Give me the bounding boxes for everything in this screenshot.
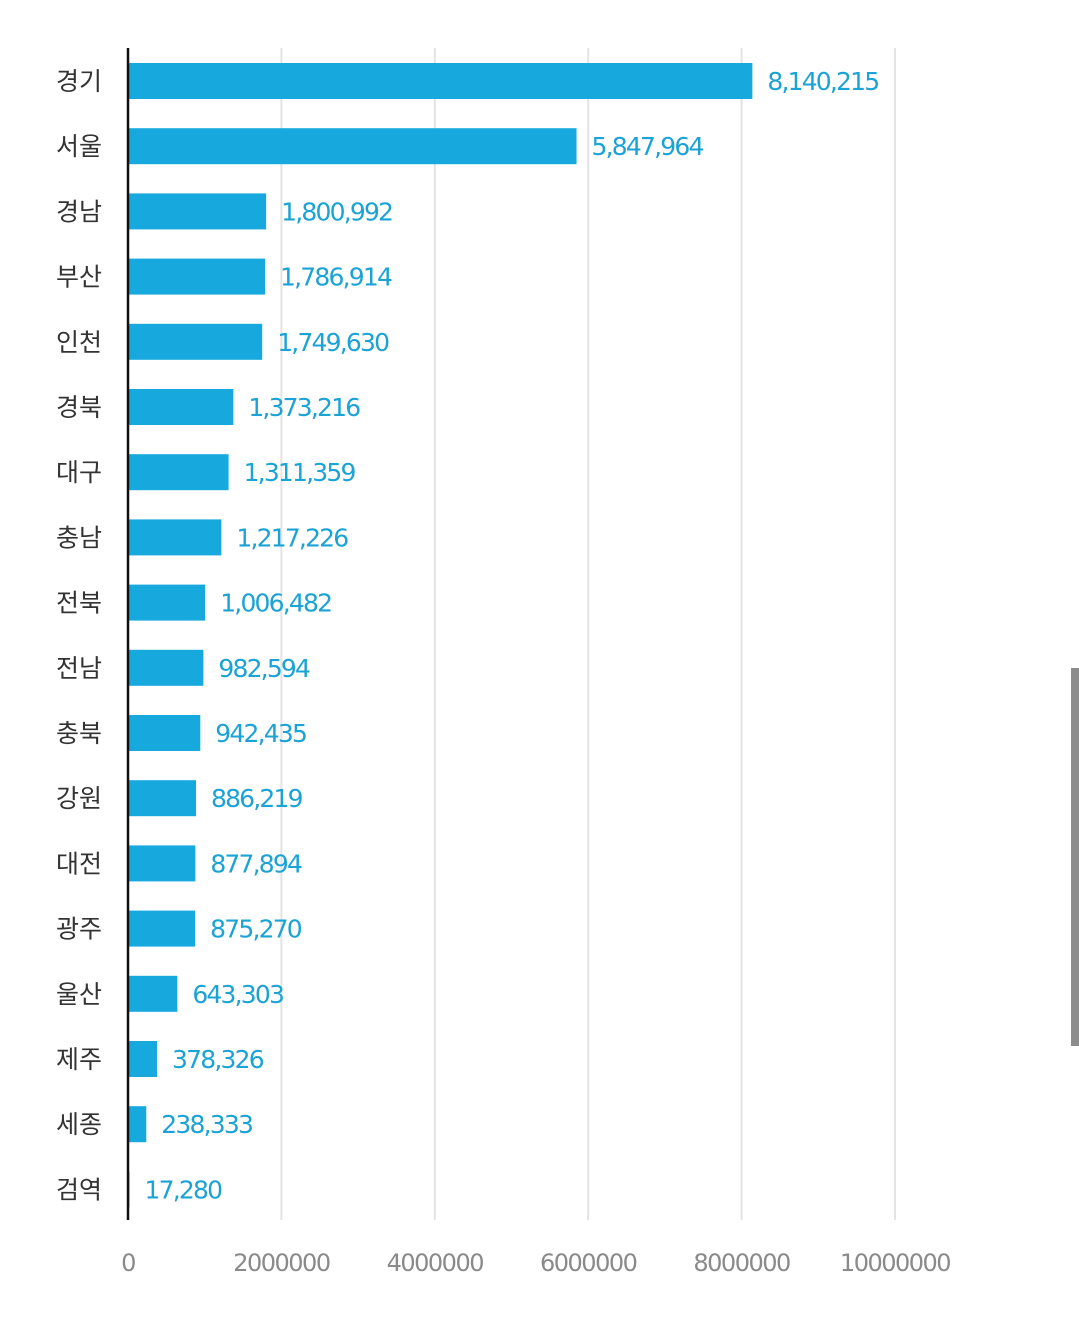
x-tick-label-4: 8000000 (693, 1249, 790, 1277)
bar-12 (128, 845, 196, 882)
category-label-2: 경남 (56, 197, 102, 226)
value-label-11: 886,219 (211, 784, 303, 813)
value-label-0: 8,140,215 (767, 67, 878, 96)
value-label-4: 1,749,630 (277, 328, 389, 357)
value-label-14: 643,303 (192, 980, 283, 1009)
x-axis-ticks: 0 2000000 4000000 6000000 8000000 10000000 (121, 1249, 952, 1277)
category-label-13: 광주 (56, 915, 102, 944)
bar-0 (128, 63, 753, 99)
bar-16 (128, 1106, 147, 1143)
category-label-16: 세종 (56, 1110, 102, 1139)
category-label-12: 대전 (56, 849, 102, 878)
category-label-0: 경기 (56, 67, 102, 96)
category-label-14: 울산 (56, 980, 102, 1009)
category-label-11: 강원 (56, 784, 102, 813)
bar-11 (128, 780, 196, 817)
category-label-15: 제주 (56, 1045, 102, 1074)
bar-3 (128, 258, 266, 295)
value-label-2: 1,800,992 (281, 197, 392, 226)
value-label-16: 238,333 (161, 1110, 252, 1139)
bar-15 (128, 1041, 158, 1077)
category-label-3: 부산 (56, 263, 102, 292)
bar-5 (128, 389, 234, 425)
labels: 경기 8,140,215 서울 5,847,964 경남 1,800,992 부산 1,786… (56, 67, 880, 1204)
category-label-5: 경북 (56, 393, 102, 422)
bar-14 (128, 975, 178, 1012)
value-label-13: 875,270 (210, 915, 302, 944)
bar-2 (128, 193, 267, 230)
category-label-9: 전남 (56, 654, 102, 683)
category-label-7: 충남 (56, 523, 102, 552)
value-label-9: 982,594 (218, 654, 310, 683)
value-label-3: 1,786,914 (280, 263, 392, 292)
category-label-4: 인천 (56, 328, 102, 357)
bars (128, 63, 753, 1208)
value-label-10: 942,435 (215, 719, 306, 748)
value-label-1: 5,847,964 (592, 132, 704, 161)
category-label-17: 검역 (56, 1175, 102, 1204)
value-label-7: 1,217,226 (236, 523, 348, 552)
value-label-12: 877,894 (210, 849, 302, 878)
x-tick-label-1: 2000000 (233, 1249, 330, 1277)
bar-6 (128, 454, 229, 491)
value-label-5: 1,373,216 (248, 393, 360, 422)
bar-1 (128, 128, 577, 165)
category-label-6: 대구 (56, 458, 102, 487)
bar-4 (128, 323, 263, 360)
bar-7 (128, 519, 222, 556)
bar-8 (128, 584, 206, 621)
category-label-10: 충북 (56, 719, 102, 748)
category-label-8: 전북 (56, 589, 102, 618)
x-tick-label-2: 4000000 (387, 1249, 484, 1277)
value-label-8: 1,006,482 (220, 589, 331, 618)
x-tick-label-0: 0 (121, 1249, 135, 1277)
x-tick-label-3: 6000000 (540, 1249, 637, 1277)
value-label-15: 378,326 (172, 1045, 264, 1074)
value-label-17: 17,280 (145, 1175, 223, 1204)
bar-9 (128, 649, 204, 686)
bar-13 (128, 910, 196, 947)
bar-10 (128, 715, 201, 751)
category-label-1: 서울 (56, 132, 102, 161)
scrollbar[interactable] (1071, 668, 1079, 1046)
gridlines (280, 48, 896, 1220)
value-label-6: 1,311,359 (244, 458, 356, 487)
x-tick-label-5: 10000000 (840, 1249, 950, 1277)
